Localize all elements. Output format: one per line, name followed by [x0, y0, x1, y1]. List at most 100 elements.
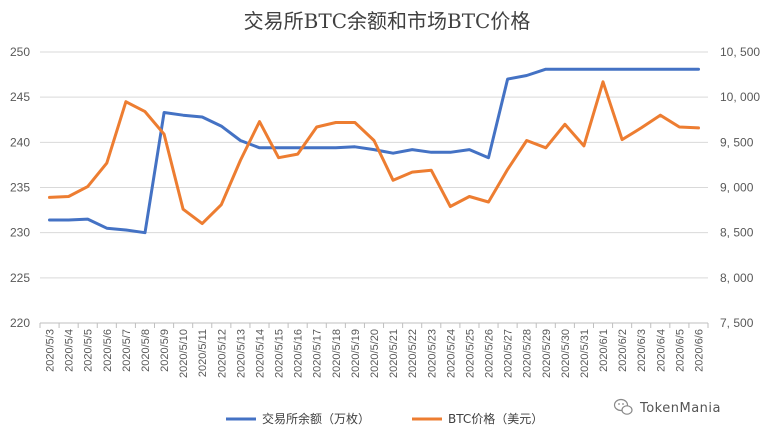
- data-point: [506, 167, 510, 171]
- data-point: [525, 73, 529, 77]
- data-point: [582, 67, 586, 71]
- data-point: [467, 148, 471, 152]
- data-point: [143, 231, 147, 235]
- x-tick-label: 2020/5/16: [293, 329, 305, 378]
- data-point: [296, 152, 300, 156]
- x-tick-label: 2020/5/28: [522, 329, 534, 378]
- data-point: [487, 156, 491, 160]
- x-tick-label: 2020/6/2: [617, 329, 629, 372]
- x-tick-label: 2020/6/4: [655, 329, 667, 372]
- series-lines: [48, 67, 700, 235]
- data-point: [238, 139, 242, 143]
- data-point: [257, 146, 261, 150]
- data-point: [563, 67, 567, 71]
- x-tick-label: 2020/6/3: [636, 329, 648, 372]
- y-left-tick-label: 250: [10, 45, 30, 59]
- y-left-tick-label: 245: [10, 90, 30, 104]
- y-left-tick-label: 225: [10, 271, 30, 285]
- data-point: [86, 185, 90, 189]
- x-tick-label: 2020/5/27: [503, 329, 515, 378]
- x-tick-label: 2020/5/17: [312, 329, 324, 378]
- data-point: [67, 195, 71, 199]
- data-point: [48, 195, 52, 199]
- x-tick-label: 2020/5/12: [216, 329, 228, 378]
- legend-label-0: 交易所余额（万枚）: [262, 411, 370, 426]
- x-tick-label: 2020/5/3: [45, 329, 57, 372]
- data-point: [544, 146, 548, 150]
- data-point: [391, 178, 395, 182]
- data-point: [372, 139, 376, 143]
- y-right-tick-label: 7, 500: [720, 316, 754, 330]
- y-right-tick-label: 9, 000: [720, 181, 754, 195]
- data-point: [658, 67, 662, 71]
- data-point: [620, 138, 624, 142]
- x-tick-label: 2020/5/24: [445, 329, 457, 378]
- x-tick-label: 2020/5/5: [83, 329, 95, 372]
- data-point: [277, 146, 281, 150]
- y-right-tick-label: 10, 500: [720, 45, 760, 59]
- data-point: [601, 80, 605, 84]
- data-point: [677, 67, 681, 71]
- data-point: [639, 67, 643, 71]
- data-point: [525, 139, 529, 143]
- data-point: [105, 161, 109, 165]
- data-point: [315, 125, 319, 129]
- series-line-0: [48, 67, 700, 235]
- data-point: [181, 207, 185, 211]
- data-point: [353, 145, 357, 149]
- x-tick-label: 2020/6/5: [674, 329, 686, 372]
- legend-label-1: BTC价格（美元）: [448, 411, 543, 426]
- chart-title: 交易所BTC余额和市场BTC价格: [244, 9, 531, 33]
- data-point: [277, 156, 281, 160]
- data-point: [620, 67, 624, 71]
- data-point: [391, 151, 395, 155]
- x-tick-label: 2020/5/4: [64, 329, 76, 372]
- data-point: [219, 124, 223, 128]
- data-point: [658, 113, 662, 117]
- data-point: [696, 126, 700, 130]
- wechat-icon: [613, 398, 633, 415]
- x-tick-label: 2020/5/10: [178, 329, 190, 378]
- data-point: [429, 150, 433, 154]
- data-point: [124, 228, 128, 232]
- data-point: [601, 67, 605, 71]
- y-left-tick-label: 220: [10, 316, 30, 330]
- data-point: [200, 222, 204, 226]
- data-point: [257, 120, 261, 124]
- x-tick-label: 2020/6/6: [693, 329, 705, 372]
- x-tick-label: 2020/5/18: [331, 329, 343, 378]
- x-tick-label: 2020/5/7: [121, 329, 133, 372]
- data-point: [448, 204, 452, 208]
- data-point: [448, 150, 452, 154]
- data-point: [334, 146, 338, 150]
- data-point: [334, 120, 338, 124]
- y-left-tick-label: 240: [10, 135, 30, 149]
- watermark-text: TokenMania: [639, 401, 721, 416]
- x-tick-label: 2020/5/8: [140, 329, 152, 372]
- data-point: [410, 148, 414, 152]
- x-tick-label: 2020/5/14: [254, 329, 266, 378]
- data-point: [143, 110, 147, 114]
- y-right-tick-label: 8, 000: [720, 271, 754, 285]
- data-point: [200, 115, 204, 119]
- data-point: [162, 132, 166, 136]
- x-tick-label: 2020/5/13: [235, 329, 247, 378]
- x-tick-label: 2020/5/19: [350, 329, 362, 378]
- x-tick-label: 2020/5/31: [579, 329, 591, 378]
- data-point: [86, 217, 90, 221]
- x-tick-label: 2020/5/21: [388, 329, 400, 378]
- data-point: [467, 195, 471, 199]
- x-tick-label: 2020/5/29: [541, 329, 553, 378]
- y-right-tick-label: 10, 000: [720, 90, 760, 104]
- data-point: [124, 100, 128, 104]
- x-tick-label: 2020/5/30: [560, 329, 572, 378]
- legend: 交易所余额（万枚） BTC价格（美元）: [226, 411, 543, 426]
- data-point: [639, 126, 643, 130]
- x-tick-label: 2020/5/15: [274, 329, 286, 378]
- data-point: [162, 111, 166, 115]
- x-tick-label: 2020/5/11: [197, 329, 209, 377]
- watermark: TokenMania: [613, 398, 721, 416]
- x-tick-label: 2020/6/1: [598, 329, 610, 372]
- data-point: [582, 144, 586, 148]
